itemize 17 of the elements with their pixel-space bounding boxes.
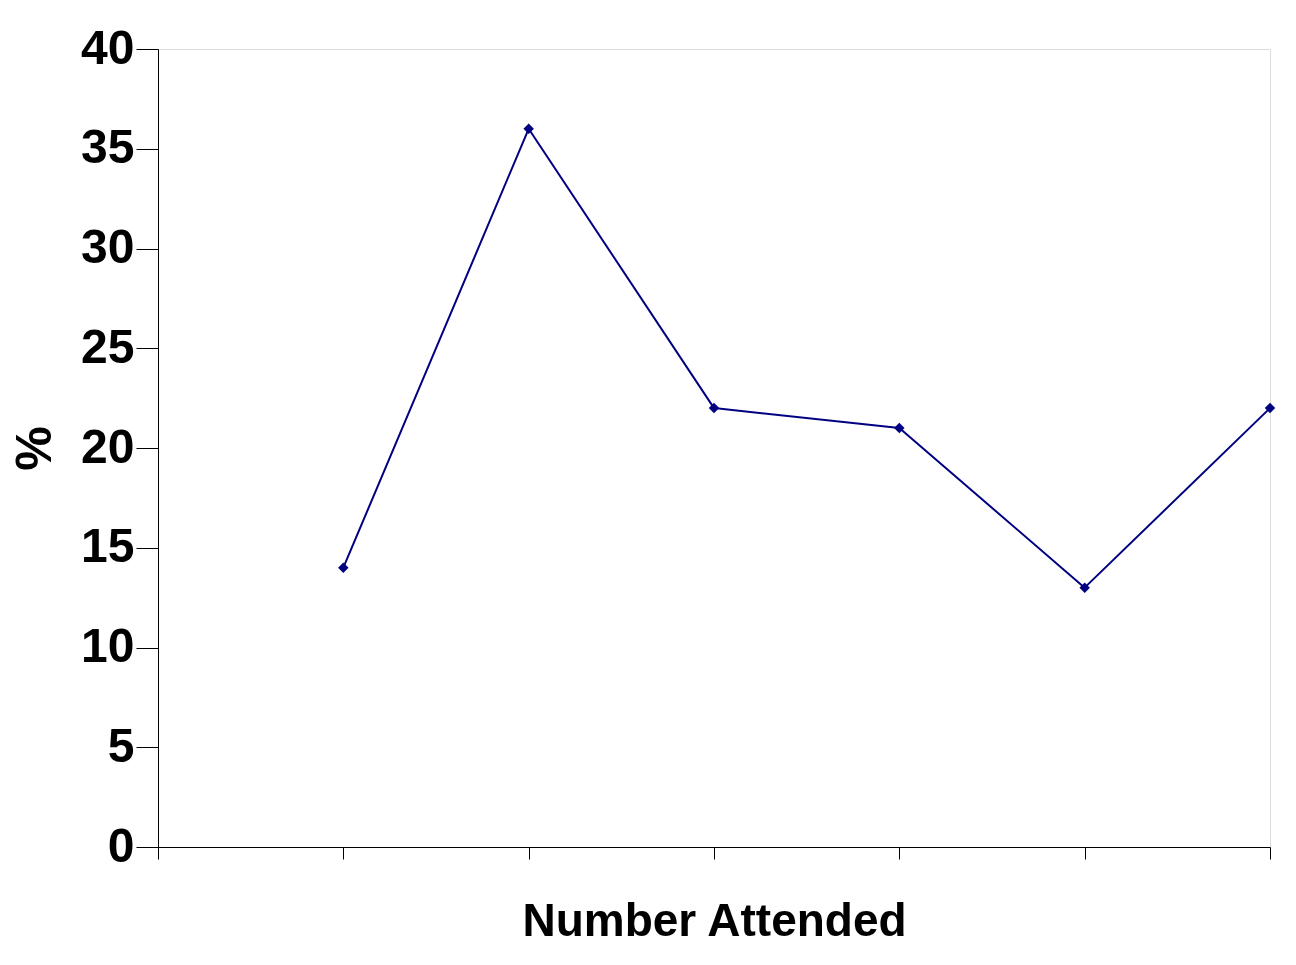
point xyxy=(338,562,349,573)
point xyxy=(708,402,720,414)
y-tick-label: 15 xyxy=(81,519,135,573)
point xyxy=(894,422,905,434)
y-tick-label: 35 xyxy=(81,120,135,174)
y-tick-label: 10 xyxy=(81,619,135,672)
y-tick-label: 40 xyxy=(81,20,135,74)
x-axis-title: Number Attended xyxy=(522,894,907,946)
y-axis-title: % xyxy=(6,426,63,471)
y-tick-label: 20 xyxy=(81,419,135,473)
point xyxy=(1264,402,1276,414)
y-tick-label: 5 xyxy=(107,718,135,772)
y-tick-label: 25 xyxy=(81,319,135,373)
y-tick-label: 0 xyxy=(107,818,135,872)
point xyxy=(523,123,534,135)
point xyxy=(1079,582,1090,593)
y-tick-label: 30 xyxy=(81,220,135,273)
